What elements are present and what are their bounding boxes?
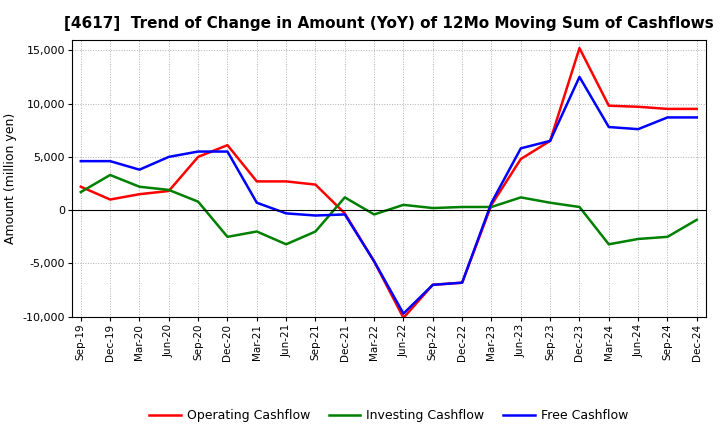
Investing Cashflow	[164, 187, 173, 193]
Operating Cashflow	[693, 106, 701, 111]
Investing Cashflow	[370, 212, 379, 217]
Free Cashflow	[516, 146, 525, 151]
Investing Cashflow	[106, 172, 114, 178]
Line: Free Cashflow: Free Cashflow	[81, 77, 697, 314]
Free Cashflow	[663, 115, 672, 120]
Free Cashflow	[428, 282, 437, 287]
Line: Investing Cashflow: Investing Cashflow	[81, 175, 697, 244]
Investing Cashflow	[428, 205, 437, 211]
Investing Cashflow	[311, 229, 320, 234]
Operating Cashflow	[341, 211, 349, 216]
Investing Cashflow	[223, 234, 232, 239]
Free Cashflow	[164, 154, 173, 160]
Operating Cashflow	[76, 184, 85, 189]
Investing Cashflow	[516, 195, 525, 200]
Operating Cashflow	[282, 179, 290, 184]
Free Cashflow	[605, 125, 613, 130]
Operating Cashflow	[370, 259, 379, 264]
Operating Cashflow	[106, 197, 114, 202]
Free Cashflow	[487, 200, 496, 205]
Operating Cashflow	[135, 191, 144, 197]
Free Cashflow	[693, 115, 701, 120]
Free Cashflow	[135, 167, 144, 172]
Operating Cashflow	[223, 143, 232, 148]
Free Cashflow	[546, 138, 554, 143]
Investing Cashflow	[663, 234, 672, 239]
Investing Cashflow	[76, 189, 85, 194]
Investing Cashflow	[341, 195, 349, 200]
Free Cashflow	[399, 311, 408, 316]
Investing Cashflow	[458, 204, 467, 209]
Free Cashflow	[223, 149, 232, 154]
Operating Cashflow	[399, 315, 408, 320]
Free Cashflow	[341, 212, 349, 217]
Line: Operating Cashflow: Operating Cashflow	[81, 48, 697, 318]
Free Cashflow	[311, 213, 320, 218]
Investing Cashflow	[399, 202, 408, 208]
Operating Cashflow	[546, 138, 554, 143]
Investing Cashflow	[693, 217, 701, 222]
Free Cashflow	[106, 158, 114, 164]
Title: [4617]  Trend of Change in Amount (YoY) of 12Mo Moving Sum of Cashflows: [4617] Trend of Change in Amount (YoY) o…	[64, 16, 714, 32]
Investing Cashflow	[282, 242, 290, 247]
Legend: Operating Cashflow, Investing Cashflow, Free Cashflow: Operating Cashflow, Investing Cashflow, …	[145, 404, 633, 427]
Operating Cashflow	[634, 104, 642, 110]
Operating Cashflow	[575, 45, 584, 51]
Free Cashflow	[253, 200, 261, 205]
Investing Cashflow	[605, 242, 613, 247]
Operating Cashflow	[194, 154, 202, 160]
Operating Cashflow	[605, 103, 613, 108]
Operating Cashflow	[311, 182, 320, 187]
Operating Cashflow	[253, 179, 261, 184]
Investing Cashflow	[634, 236, 642, 242]
Operating Cashflow	[663, 106, 672, 111]
Free Cashflow	[458, 280, 467, 285]
Operating Cashflow	[487, 202, 496, 208]
Operating Cashflow	[428, 282, 437, 287]
Investing Cashflow	[546, 200, 554, 205]
Operating Cashflow	[516, 156, 525, 161]
Free Cashflow	[76, 158, 85, 164]
Investing Cashflow	[575, 204, 584, 209]
Free Cashflow	[634, 127, 642, 132]
Free Cashflow	[370, 259, 379, 264]
Investing Cashflow	[194, 199, 202, 204]
Free Cashflow	[194, 149, 202, 154]
Investing Cashflow	[135, 184, 144, 189]
Investing Cashflow	[487, 204, 496, 209]
Y-axis label: Amount (million yen): Amount (million yen)	[4, 113, 17, 244]
Free Cashflow	[575, 74, 584, 80]
Investing Cashflow	[253, 229, 261, 234]
Operating Cashflow	[164, 188, 173, 194]
Operating Cashflow	[458, 280, 467, 285]
Free Cashflow	[282, 211, 290, 216]
